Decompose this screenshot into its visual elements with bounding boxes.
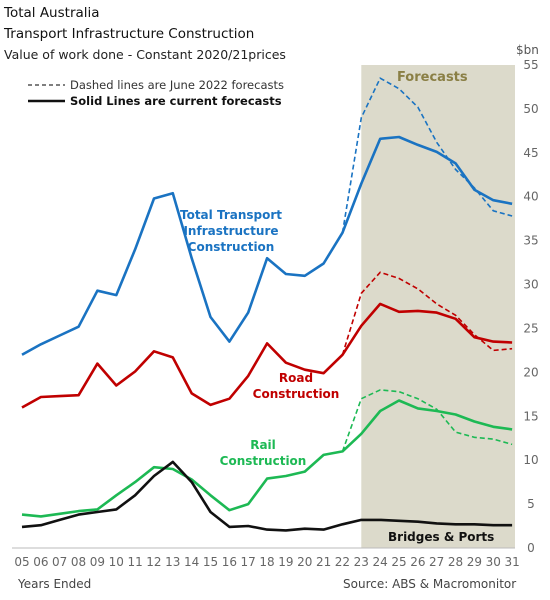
y-tick-label: 35 — [523, 234, 538, 248]
source-note: Source: ABS & Macromonitor — [343, 577, 517, 591]
x-tick-label: 06 — [33, 555, 48, 569]
series-line-june-2022-forecast — [341, 389, 513, 452]
y-tick-label: 5 — [527, 497, 535, 511]
y-tick-label: 40 — [523, 190, 538, 204]
x-tick-label: 14 — [184, 555, 199, 569]
y-tick-label: 20 — [523, 365, 538, 379]
x-tick-label: 29 — [467, 555, 482, 569]
series-label: Bridges & Ports — [388, 530, 494, 544]
series-label: Construction — [253, 387, 340, 401]
x-tick-label: 08 — [71, 555, 86, 569]
series-line-june-2022-forecast — [341, 271, 513, 356]
x-tick-label: 22 — [335, 555, 350, 569]
y-tick-label: 55 — [523, 58, 538, 72]
y-axis-unit: $bn — [516, 43, 539, 57]
x-tick-label: 21 — [316, 555, 331, 569]
series-line — [21, 135, 513, 356]
x-tick-label: 10 — [109, 555, 124, 569]
series-line — [21, 399, 513, 518]
x-tick-label: 23 — [354, 555, 369, 569]
chart-title-line1: Total Australia — [4, 5, 100, 21]
y-tick-label: 30 — [523, 278, 538, 292]
x-tick-label: 18 — [259, 555, 274, 569]
series-label: Infrastructure — [183, 224, 278, 238]
series-label: Construction — [188, 240, 275, 254]
series-label: Construction — [220, 454, 307, 468]
y-tick-label: 45 — [523, 146, 538, 160]
legend-solid-label: Solid Lines are current forecasts — [70, 94, 282, 108]
legend-dashed-label: Dashed lines are June 2022 forecasts — [70, 78, 284, 92]
series-line — [21, 302, 513, 409]
x-tick-label: 25 — [391, 555, 406, 569]
series-label: Rail — [250, 438, 276, 452]
chart-title-line2: Transport Infrastructure Construction — [4, 26, 255, 42]
y-tick-label: 10 — [523, 453, 538, 467]
x-tick-label: 24 — [373, 555, 388, 569]
x-tick-label: 26 — [410, 555, 425, 569]
series-line — [21, 460, 513, 532]
x-tick-label: 13 — [165, 555, 180, 569]
x-tick-label: 28 — [448, 555, 463, 569]
x-tick-label: 15 — [203, 555, 218, 569]
series-label: Road — [279, 371, 313, 385]
x-tick-label: 17 — [241, 555, 256, 569]
x-tick-label: 12 — [146, 555, 161, 569]
x-tick-label: 20 — [297, 555, 312, 569]
x-tick-label: 31 — [504, 555, 519, 569]
x-tick-label: 27 — [429, 555, 444, 569]
x-axis-label: Years Ended — [18, 577, 92, 591]
y-tick-label: 0 — [527, 541, 535, 555]
y-tick-label: 50 — [523, 102, 538, 116]
x-tick-label: 05 — [14, 555, 29, 569]
x-tick-label: 09 — [90, 555, 105, 569]
y-tick-label: 15 — [523, 409, 538, 423]
chart-subtitle: Value of work done - Constant 2020/21pri… — [4, 47, 286, 62]
y-tick-label: 25 — [523, 321, 538, 335]
forecast-label: Forecasts — [397, 70, 468, 85]
x-tick-label: 19 — [278, 555, 293, 569]
x-tick-label: 11 — [127, 555, 142, 569]
series-label: Total Transport — [180, 208, 282, 222]
x-tick-label: 30 — [486, 555, 501, 569]
series-line-june-2022-forecast — [341, 77, 513, 233]
x-tick-label: 16 — [222, 555, 237, 569]
x-tick-label: 07 — [52, 555, 67, 569]
